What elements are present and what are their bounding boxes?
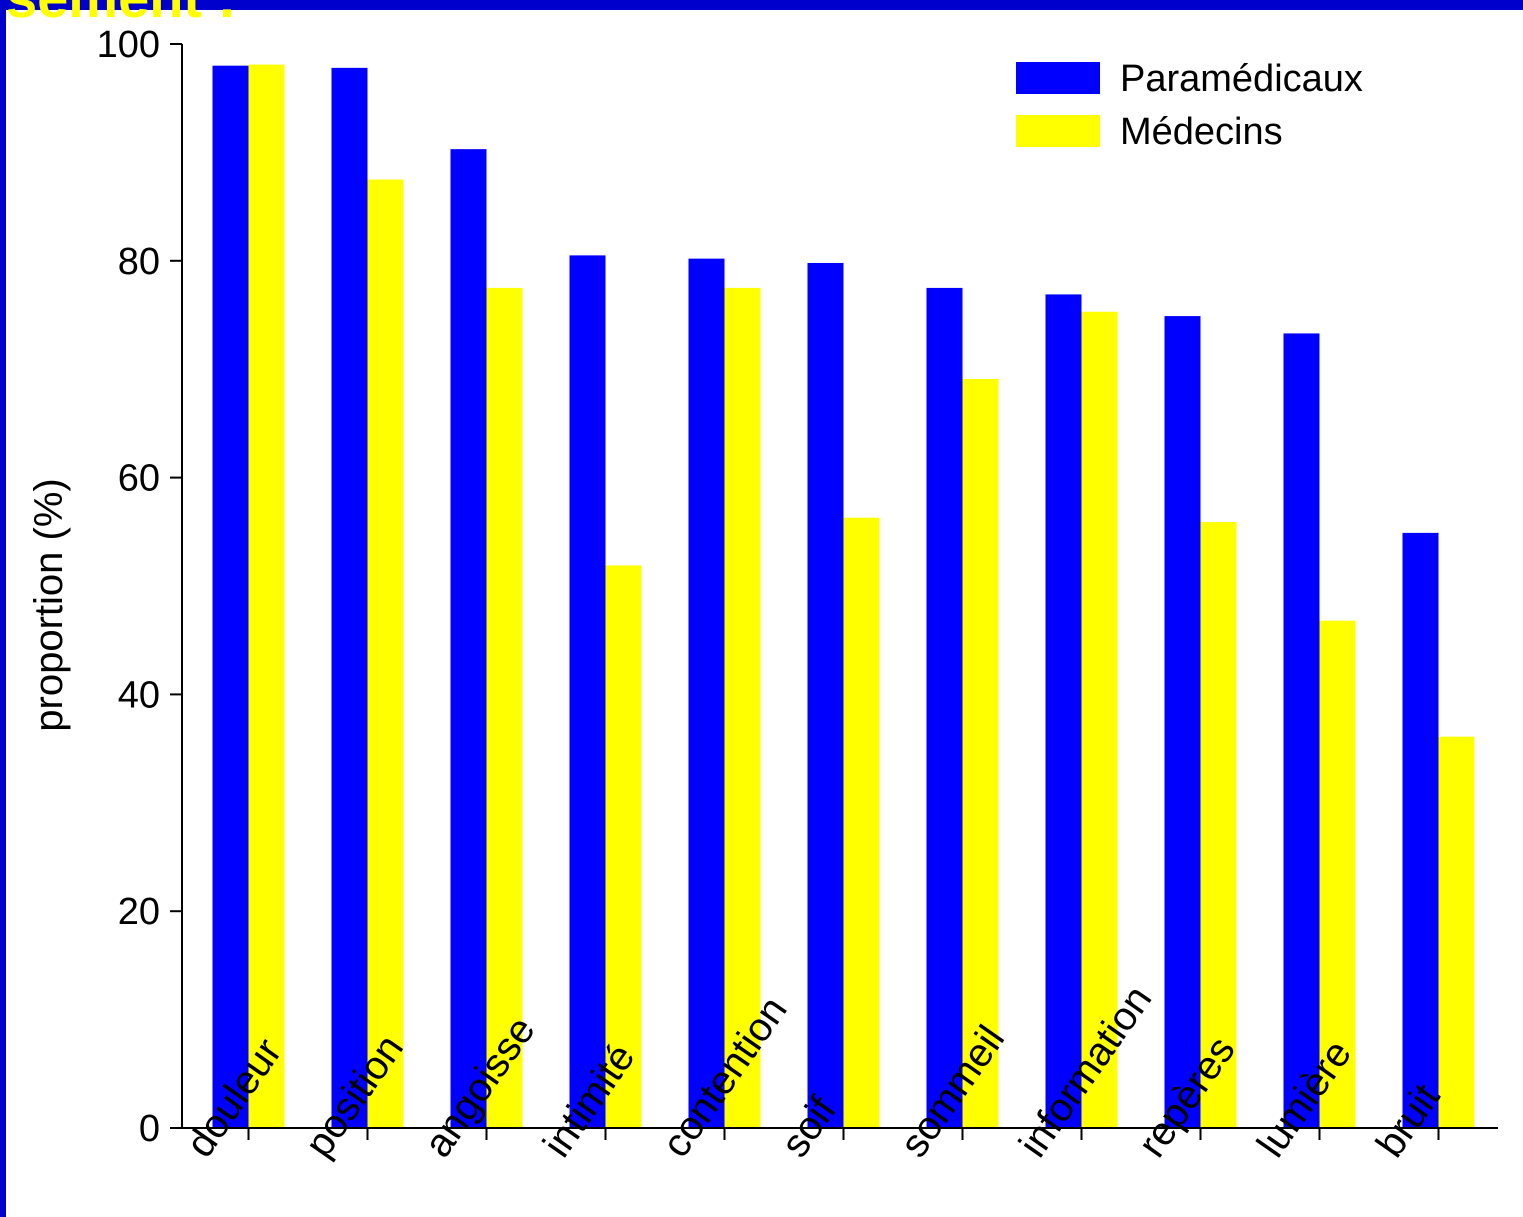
bar-medecins-1 bbox=[367, 179, 404, 1128]
bar-paramedicaux-3 bbox=[569, 255, 606, 1128]
legend: Paramédicaux Médecins bbox=[1016, 58, 1363, 153]
slide-heading-fragment: sement : bbox=[6, 0, 236, 26]
bar-paramedicaux-2 bbox=[450, 149, 487, 1128]
bar-medecins-8 bbox=[1200, 522, 1237, 1128]
y-tick-label-1: 20 bbox=[118, 891, 160, 933]
y-tick-label-5: 100 bbox=[97, 24, 160, 66]
legend-label-0: Paramédicaux bbox=[1120, 58, 1363, 100]
bar-paramedicaux-9 bbox=[1283, 333, 1320, 1129]
bar-medecins-0 bbox=[248, 64, 285, 1129]
bar-paramedicaux-5 bbox=[807, 262, 844, 1128]
bar-group bbox=[212, 64, 1475, 1129]
chart-axes bbox=[181, 44, 1498, 1140]
bar-medecins-10 bbox=[1438, 736, 1475, 1128]
bar-medecins-6 bbox=[962, 378, 999, 1128]
bar-paramedicaux-6 bbox=[926, 287, 963, 1128]
y-tick-label-3: 60 bbox=[118, 458, 160, 500]
bar-paramedicaux-10 bbox=[1402, 532, 1439, 1128]
bar-paramedicaux-8 bbox=[1164, 316, 1201, 1129]
bar-paramedicaux-1 bbox=[331, 67, 368, 1128]
y-tick-label-4: 80 bbox=[118, 241, 160, 283]
y-tick-label-2: 40 bbox=[118, 674, 160, 716]
legend-swatch-0 bbox=[1016, 62, 1100, 94]
bar-medecins-9 bbox=[1319, 620, 1356, 1128]
bar-medecins-4 bbox=[724, 287, 761, 1128]
y-tick-label-0: 0 bbox=[139, 1108, 160, 1150]
bar-medecins-7 bbox=[1081, 311, 1118, 1128]
bar-medecins-3 bbox=[605, 565, 642, 1128]
bar-paramedicaux-4 bbox=[688, 258, 725, 1128]
bar-paramedicaux-0 bbox=[212, 65, 249, 1128]
legend-label-1: Médecins bbox=[1120, 111, 1283, 153]
bar-medecins-2 bbox=[486, 287, 523, 1128]
legend-swatch-1 bbox=[1016, 115, 1100, 147]
y-axis-title: proportion (%) bbox=[27, 478, 71, 731]
bar-medecins-5 bbox=[843, 517, 880, 1128]
y-ticks: 0 20 40 60 80 100 bbox=[97, 24, 182, 1150]
bar-paramedicaux-7 bbox=[1045, 294, 1082, 1128]
